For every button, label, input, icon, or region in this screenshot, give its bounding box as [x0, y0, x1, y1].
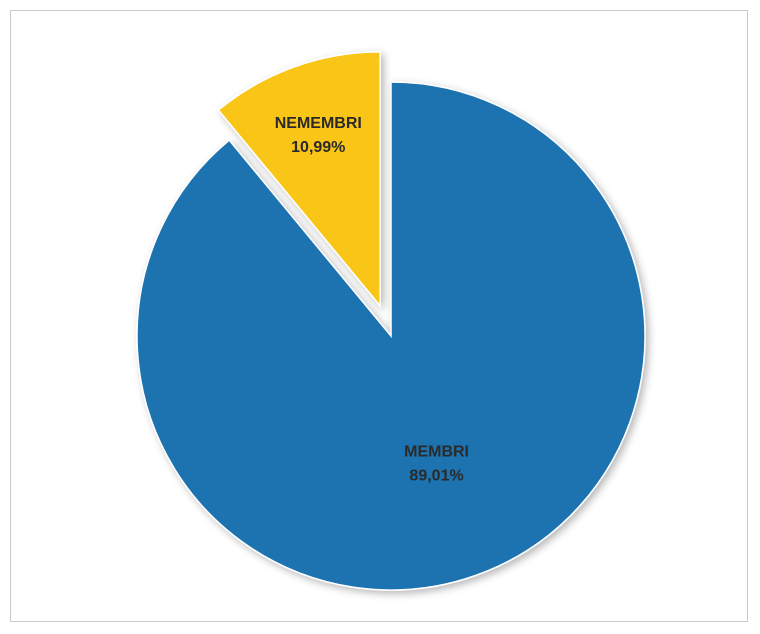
pie-chart: MEMBRI 89,01% NEMEMBRI 10,99% — [136, 51, 646, 591]
pie-slice-membri — [136, 81, 646, 591]
slice-value-membri: 89,01% — [409, 468, 463, 485]
slice-label-membri: MEMBRI — [404, 444, 469, 461]
chart-area: MEMBRI 89,01% NEMEMBRI 10,99% — [10, 10, 748, 622]
slice-value-nemembri: 10,99% — [291, 139, 345, 156]
pie-slice-nemembri — [217, 51, 381, 308]
slice-label-nemembri: NEMEMBRI — [275, 115, 362, 132]
